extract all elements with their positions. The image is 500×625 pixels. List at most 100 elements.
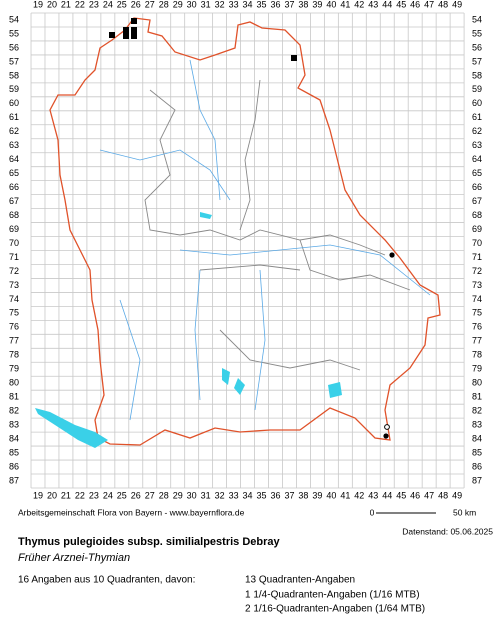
- column-label: 40: [326, 490, 336, 500]
- row-label: 79: [9, 364, 19, 374]
- column-label: 41: [340, 0, 350, 9]
- row-label: 77: [9, 336, 19, 346]
- marker-square: [123, 33, 129, 39]
- column-label: 49: [452, 0, 462, 9]
- row-label: 76: [9, 322, 19, 332]
- row-label: 64: [9, 154, 19, 164]
- scale-start: 0: [370, 507, 375, 517]
- row-label: 83: [472, 420, 482, 430]
- column-label: 21: [61, 0, 71, 9]
- row-label: 71: [9, 252, 19, 262]
- row-label: 72: [9, 266, 19, 276]
- row-label: 67: [472, 196, 482, 206]
- column-label: 31: [201, 490, 211, 500]
- subtitle: Früher Arznei-Thymian: [18, 552, 130, 564]
- breakdown-item: 1 1/4-Quadranten-Angaben (1/16 MTB): [245, 590, 420, 601]
- row-label: 77: [472, 336, 482, 346]
- column-label: 27: [145, 0, 155, 9]
- row-label: 67: [9, 196, 19, 206]
- row-label: 64: [472, 154, 482, 164]
- grid: [30, 12, 465, 489]
- row-label: 55: [9, 28, 19, 38]
- column-label: 26: [131, 0, 141, 9]
- column-label: 38: [298, 490, 308, 500]
- column-label: 24: [103, 0, 113, 9]
- row-label: 59: [472, 84, 482, 94]
- column-label: 30: [187, 0, 197, 9]
- row-label: 62: [472, 126, 482, 136]
- row-label: 59: [9, 84, 19, 94]
- row-label: 63: [472, 140, 482, 150]
- column-label: 43: [368, 490, 378, 500]
- marker-dot: [383, 433, 389, 439]
- column-label: 37: [284, 0, 294, 9]
- row-label: 56: [472, 42, 482, 52]
- occurrence-markers: [109, 18, 395, 439]
- column-label: 45: [396, 0, 406, 9]
- column-label: 32: [215, 0, 225, 9]
- row-label: 83: [9, 420, 19, 430]
- row-label: 80: [472, 378, 482, 388]
- lake: [200, 212, 342, 398]
- row-label: 78: [472, 350, 482, 360]
- column-label: 38: [298, 0, 308, 9]
- column-label: 33: [229, 0, 239, 9]
- row-label: 60: [9, 98, 19, 108]
- breakdown-item: 2 1/16-Quadranten-Angaben (1/64 MTB): [245, 604, 425, 615]
- column-label: 48: [438, 0, 448, 9]
- row-label: 65: [472, 168, 482, 178]
- row-label: 61: [9, 112, 19, 122]
- row-label: 57: [9, 56, 19, 66]
- column-label: 49: [452, 490, 462, 500]
- row-label: 79: [472, 364, 482, 374]
- column-label: 23: [89, 0, 99, 9]
- column-label: 19: [33, 0, 43, 9]
- marker-square: [123, 27, 129, 33]
- column-label: 44: [382, 490, 392, 500]
- column-label: 33: [229, 490, 239, 500]
- row-label: 76: [472, 322, 482, 332]
- lake: [35, 408, 108, 448]
- region-borders: [144, 79, 411, 371]
- column-label: 42: [354, 0, 364, 9]
- row-label: 61: [472, 112, 482, 122]
- title: Thymus pulegioides subsp. similialpestri…: [18, 536, 281, 548]
- column-label: 43: [368, 0, 378, 9]
- date: Datenstand: 05.06.2025: [402, 526, 493, 536]
- column-label: 39: [312, 490, 322, 500]
- column-label: 29: [173, 490, 183, 500]
- column-label: 31: [201, 0, 211, 9]
- marker-square: [131, 27, 137, 33]
- row-label: 70: [472, 238, 482, 248]
- marker-square: [291, 55, 297, 61]
- row-label: 87: [472, 475, 482, 485]
- column-label: 47: [424, 490, 434, 500]
- column-label: 46: [410, 0, 420, 9]
- row-label: 73: [472, 280, 482, 290]
- column-label: 40: [326, 0, 336, 9]
- column-label: 20: [47, 490, 57, 500]
- row-label: 60: [472, 98, 482, 108]
- column-label: 35: [257, 0, 267, 9]
- column-label: 39: [312, 0, 322, 9]
- row-label: 66: [472, 182, 482, 192]
- row-label: 62: [9, 126, 19, 136]
- column-label: 37: [284, 490, 294, 500]
- column-label: 22: [75, 0, 85, 9]
- row-label: 82: [9, 406, 19, 416]
- column-label: 34: [243, 0, 253, 9]
- column-label: 45: [396, 490, 406, 500]
- column-label: 47: [424, 0, 434, 9]
- marker-dot: [389, 252, 395, 258]
- column-label: 23: [89, 490, 99, 500]
- state-border: [49, 17, 441, 446]
- row-label: 68: [472, 210, 482, 220]
- column-label: 28: [159, 490, 169, 500]
- row-label: 80: [9, 378, 19, 388]
- column-label: 34: [243, 490, 253, 500]
- column-label: 36: [270, 490, 280, 500]
- scale-end: 50 km: [453, 507, 476, 517]
- row-label: 81: [9, 392, 19, 402]
